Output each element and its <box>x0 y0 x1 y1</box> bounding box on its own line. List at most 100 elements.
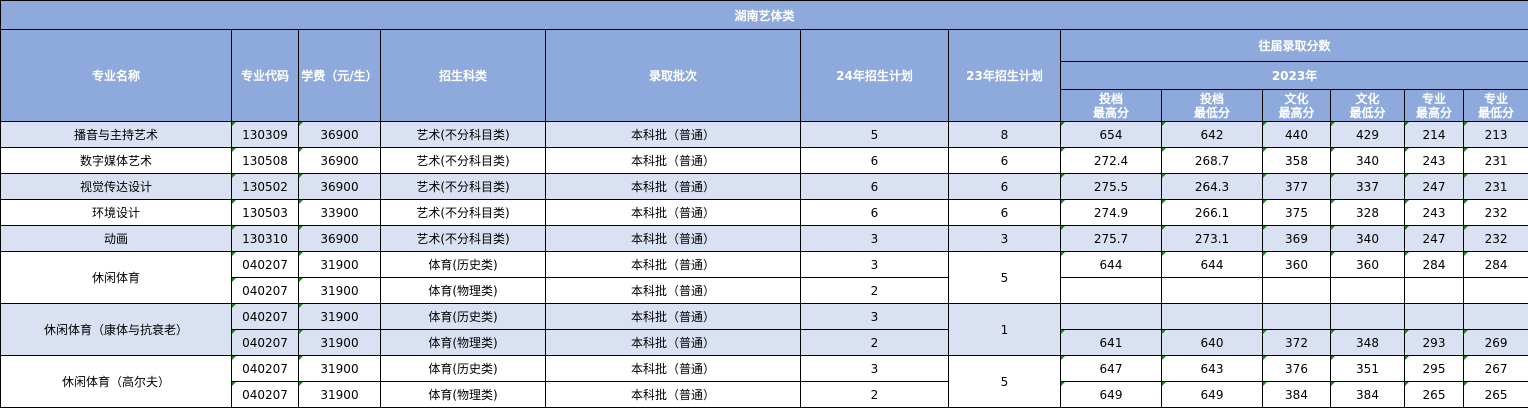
cell-score[interactable]: 272.4 <box>1060 147 1162 174</box>
cell-score[interactable]: 337 <box>1330 173 1405 200</box>
cell-major-code[interactable]: 040207 <box>231 329 299 356</box>
cell-score[interactable]: 643 <box>1161 355 1263 382</box>
cell-score[interactable]: 644 <box>1161 251 1263 278</box>
cell-score[interactable]: 247 <box>1404 173 1464 200</box>
cell-score[interactable]: 348 <box>1330 329 1405 356</box>
cell-score[interactable]: 640 <box>1161 329 1263 356</box>
cell-fee[interactable]: 31900 <box>298 277 381 304</box>
cell-score[interactable] <box>1330 303 1405 330</box>
cell-batch[interactable]: 本科批（普通） <box>545 355 801 382</box>
cell-category[interactable]: 体育(历史类) <box>380 251 546 278</box>
cell-batch[interactable]: 本科批（普通） <box>545 225 801 252</box>
cell-score[interactable] <box>1161 303 1263 330</box>
cell-score[interactable]: 265 <box>1404 381 1464 408</box>
cell-score[interactable]: 440 <box>1262 121 1331 148</box>
cell-score[interactable] <box>1060 277 1162 304</box>
cell-plan24[interactable]: 6 <box>800 173 949 200</box>
cell-major-name[interactable]: 播音与主持艺术 <box>0 121 232 148</box>
cell-category[interactable]: 体育(物理类) <box>380 329 546 356</box>
cell-batch[interactable]: 本科批（普通） <box>545 329 801 356</box>
cell-fee[interactable]: 33900 <box>298 199 381 226</box>
cell-category[interactable]: 艺术(不分科目类) <box>380 147 546 174</box>
cell-plan23[interactable]: 3 <box>948 225 1061 252</box>
cell-score[interactable]: 267 <box>1462 355 1528 382</box>
cell-score[interactable] <box>1161 277 1263 304</box>
cell-score[interactable]: 275.5 <box>1060 173 1162 200</box>
cell-batch[interactable]: 本科批（普通） <box>545 199 801 226</box>
cell-plan23[interactable]: 1 <box>948 303 1061 356</box>
cell-score[interactable]: 269 <box>1462 329 1528 356</box>
cell-score[interactable]: 274.9 <box>1060 199 1162 226</box>
cell-score[interactable]: 328 <box>1330 199 1405 226</box>
cell-batch[interactable]: 本科批（普通） <box>545 381 801 408</box>
cell-score[interactable]: 375 <box>1262 199 1331 226</box>
cell-score[interactable]: 247 <box>1404 225 1464 252</box>
cell-batch[interactable]: 本科批（普通） <box>545 121 801 148</box>
cell-score[interactable]: 340 <box>1330 225 1405 252</box>
cell-major-code[interactable]: 130508 <box>231 147 299 174</box>
cell-score[interactable]: 641 <box>1060 329 1162 356</box>
cell-score[interactable]: 654 <box>1060 121 1162 148</box>
cell-fee[interactable]: 31900 <box>298 355 381 382</box>
cell-score[interactable] <box>1060 303 1162 330</box>
cell-category[interactable]: 体育(物理类) <box>380 381 546 408</box>
cell-score[interactable]: 243 <box>1404 147 1464 174</box>
cell-fee[interactable]: 31900 <box>298 251 381 278</box>
cell-score[interactable]: 214 <box>1404 121 1464 148</box>
cell-major-name[interactable]: 数字媒体艺术 <box>0 147 232 174</box>
cell-plan24[interactable]: 3 <box>800 303 949 330</box>
cell-score[interactable]: 649 <box>1161 381 1263 408</box>
cell-category[interactable]: 体育(物理类) <box>380 277 546 304</box>
cell-score[interactable]: 293 <box>1404 329 1464 356</box>
cell-score[interactable]: 275.7 <box>1060 225 1162 252</box>
cell-score[interactable]: 340 <box>1330 147 1405 174</box>
cell-major-name[interactable]: 休闲体育（康体与抗衰老） <box>0 303 232 356</box>
cell-fee[interactable]: 31900 <box>298 303 381 330</box>
cell-score[interactable]: 384 <box>1330 381 1405 408</box>
cell-score[interactable]: 232 <box>1462 225 1528 252</box>
cell-score[interactable]: 268.7 <box>1161 147 1263 174</box>
cell-score[interactable]: 649 <box>1060 381 1162 408</box>
cell-major-name[interactable]: 休闲体育 <box>0 251 232 304</box>
cell-score[interactable]: 429 <box>1330 121 1405 148</box>
cell-score[interactable] <box>1404 303 1464 330</box>
cell-score[interactable]: 231 <box>1462 147 1528 174</box>
cell-score[interactable]: 358 <box>1262 147 1331 174</box>
cell-category[interactable]: 体育(历史类) <box>380 355 546 382</box>
cell-category[interactable]: 艺术(不分科目类) <box>380 225 546 252</box>
cell-batch[interactable]: 本科批（普通） <box>545 277 801 304</box>
cell-score[interactable]: 369 <box>1262 225 1331 252</box>
cell-score[interactable]: 372 <box>1262 329 1331 356</box>
cell-score[interactable] <box>1262 277 1331 304</box>
cell-plan23[interactable]: 6 <box>948 199 1061 226</box>
cell-score[interactable]: 284 <box>1462 251 1528 278</box>
cell-plan23[interactable]: 6 <box>948 147 1061 174</box>
cell-batch[interactable]: 本科批（普通） <box>545 251 801 278</box>
cell-batch[interactable]: 本科批（普通） <box>545 303 801 330</box>
cell-score[interactable] <box>1262 303 1331 330</box>
cell-plan24[interactable]: 2 <box>800 277 949 304</box>
cell-major-code[interactable]: 040207 <box>231 355 299 382</box>
cell-score[interactable]: 266.1 <box>1161 199 1263 226</box>
cell-fee[interactable]: 31900 <box>298 381 381 408</box>
cell-score[interactable]: 295 <box>1404 355 1464 382</box>
cell-plan24[interactable]: 2 <box>800 381 949 408</box>
cell-plan24[interactable]: 3 <box>800 251 949 278</box>
cell-plan23[interactable]: 5 <box>948 251 1061 304</box>
cell-major-code[interactable]: 130309 <box>231 121 299 148</box>
cell-plan24[interactable]: 3 <box>800 225 949 252</box>
cell-score[interactable] <box>1462 277 1528 304</box>
cell-major-code[interactable]: 040207 <box>231 303 299 330</box>
cell-score[interactable]: 273.1 <box>1161 225 1263 252</box>
cell-score[interactable]: 284 <box>1404 251 1464 278</box>
cell-score[interactable]: 642 <box>1161 121 1263 148</box>
cell-score[interactable]: 360 <box>1330 251 1405 278</box>
cell-major-name[interactable]: 环境设计 <box>0 199 232 226</box>
cell-plan23[interactable]: 5 <box>948 355 1061 408</box>
cell-score[interactable]: 213 <box>1462 121 1528 148</box>
cell-score[interactable] <box>1404 277 1464 304</box>
cell-score[interactable] <box>1330 277 1405 304</box>
cell-fee[interactable]: 36900 <box>298 225 381 252</box>
cell-major-name[interactable]: 视觉传达设计 <box>0 173 232 200</box>
cell-score[interactable] <box>1462 303 1528 330</box>
